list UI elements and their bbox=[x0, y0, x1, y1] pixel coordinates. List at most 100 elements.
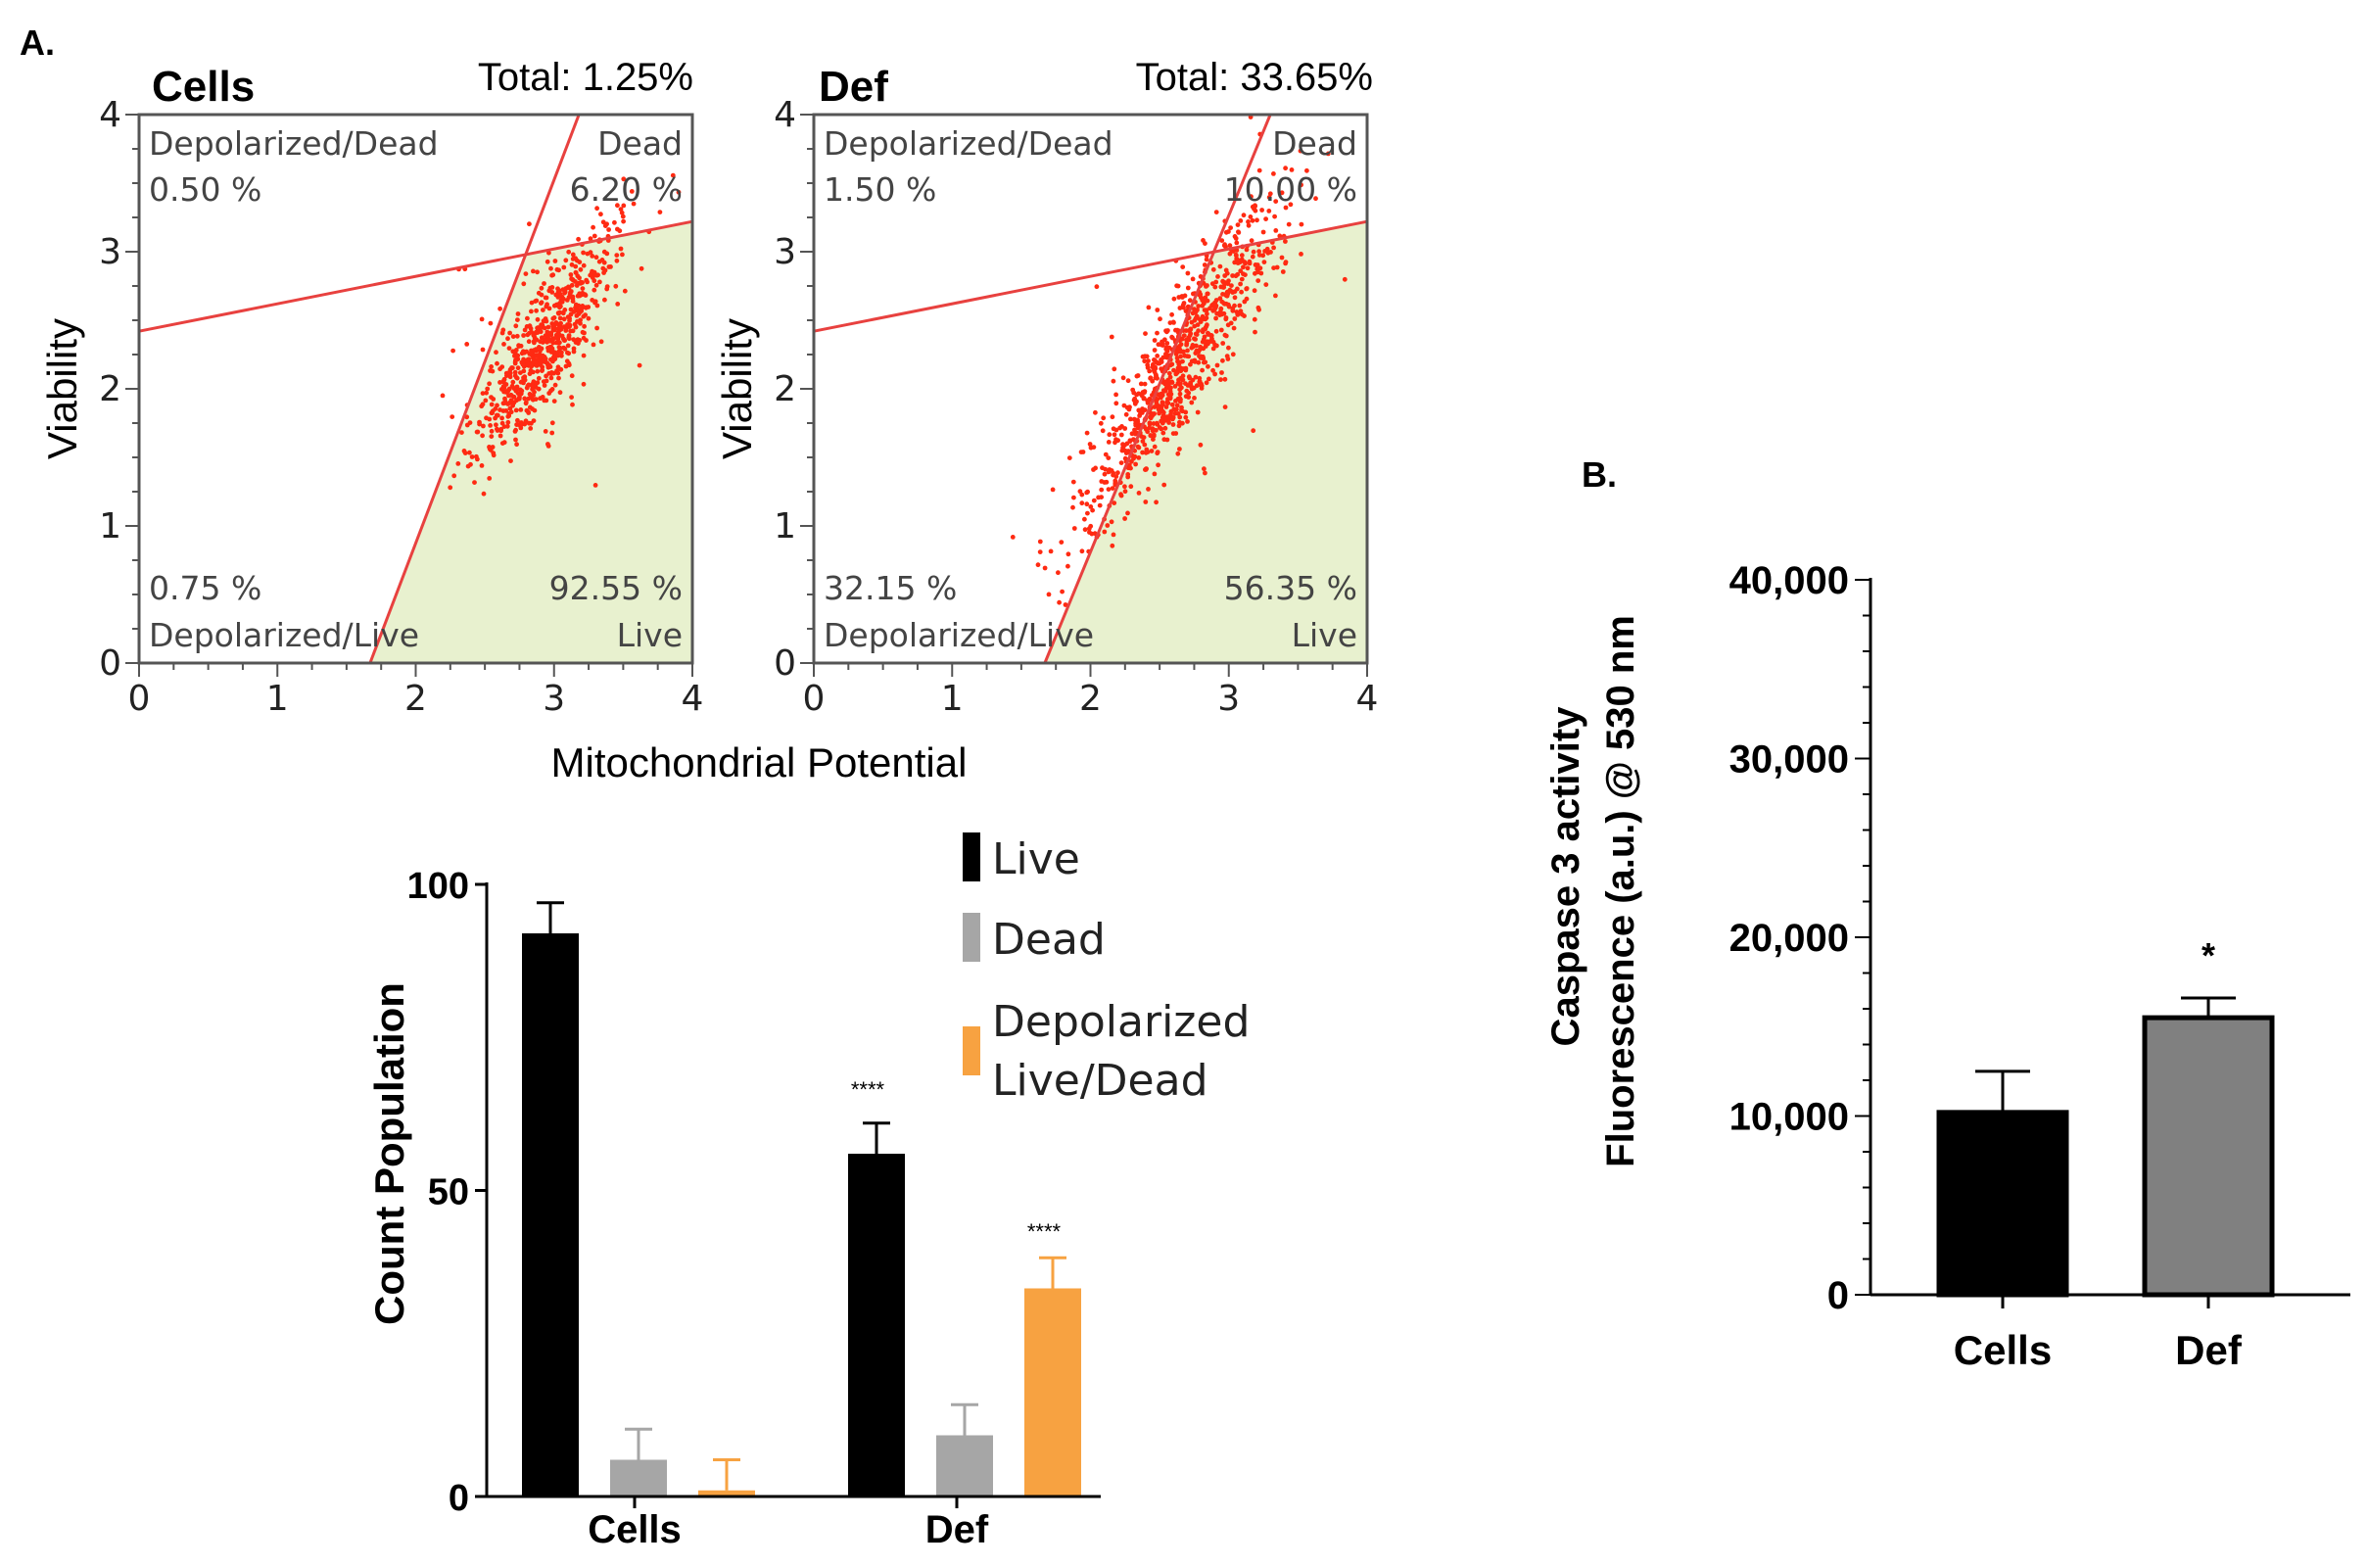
scatter-point bbox=[557, 315, 563, 321]
scatter-point bbox=[497, 380, 502, 385]
scatter-point bbox=[1186, 337, 1192, 343]
scatter-point bbox=[1063, 602, 1068, 607]
scatter-point bbox=[1183, 367, 1189, 373]
scatter-point bbox=[1048, 548, 1054, 554]
scatter-point bbox=[526, 339, 532, 345]
scatter-point bbox=[1145, 429, 1151, 435]
scatter-point bbox=[495, 426, 499, 432]
scatter-point bbox=[521, 333, 526, 338]
scatter-point bbox=[1280, 269, 1286, 274]
scatter-point bbox=[1180, 377, 1186, 383]
scatter-point bbox=[569, 395, 574, 400]
scatter-point bbox=[515, 317, 520, 322]
scatter-point bbox=[555, 310, 561, 315]
scatter-point bbox=[620, 214, 626, 219]
scatter-point bbox=[1189, 345, 1195, 351]
scatter-point bbox=[464, 342, 470, 347]
q-def-depol-dead-pct: 1.50 % bbox=[824, 170, 936, 209]
scatter-point bbox=[1299, 182, 1303, 188]
scatter-point bbox=[1238, 218, 1244, 223]
scatter-point bbox=[479, 463, 485, 468]
scatter-point bbox=[576, 236, 581, 242]
scatter-point bbox=[1157, 410, 1161, 416]
scatter-point bbox=[676, 189, 682, 195]
q-def-depol-dead-name: Depolarized/Dead bbox=[824, 124, 1113, 163]
q-def-depol-live-name: Depolarized/Live bbox=[824, 616, 1094, 654]
legend-label-live: Live bbox=[992, 834, 1080, 884]
scatter-point bbox=[1160, 430, 1166, 436]
scatter-point bbox=[1079, 500, 1085, 506]
scatter-point bbox=[1299, 221, 1304, 227]
q-cells-live-pct: 92.55 % bbox=[549, 569, 683, 607]
scatter-point bbox=[481, 423, 486, 429]
scatter-point bbox=[614, 258, 620, 263]
scatter-point bbox=[1239, 276, 1245, 282]
scatter-point bbox=[535, 368, 541, 374]
scatter-point bbox=[1177, 306, 1183, 310]
scatter-point bbox=[568, 289, 574, 294]
scatter-point bbox=[544, 373, 548, 379]
scatter-cells-title: Cells bbox=[152, 63, 255, 111]
scatter-point bbox=[1171, 367, 1176, 373]
scatter-point bbox=[1120, 442, 1125, 448]
scatter-point bbox=[1089, 531, 1095, 537]
scatter-point bbox=[566, 360, 572, 366]
count-population-xtick-def: Def bbox=[925, 1508, 989, 1551]
scatter-point bbox=[514, 442, 519, 448]
scatter-point bbox=[1156, 404, 1161, 408]
scatter-point bbox=[1283, 205, 1289, 211]
scatter-point bbox=[1190, 276, 1196, 282]
scatter-point bbox=[1136, 455, 1142, 460]
scatter-point bbox=[1193, 374, 1199, 380]
scatter-point bbox=[1241, 271, 1246, 277]
scatter-point bbox=[1169, 402, 1175, 407]
scatter-point bbox=[1223, 229, 1229, 235]
scatter-point bbox=[1242, 313, 1247, 318]
scatter-point bbox=[1255, 278, 1261, 283]
scatter-point bbox=[1263, 282, 1269, 287]
scatter-point bbox=[513, 427, 518, 433]
scatter-point bbox=[1100, 465, 1105, 471]
scatter-point bbox=[1138, 381, 1144, 387]
scatter-point bbox=[1283, 166, 1288, 171]
scatter-point bbox=[621, 203, 627, 209]
scatter-point bbox=[1160, 409, 1166, 415]
scatter-point bbox=[1210, 266, 1216, 272]
scatter-point bbox=[1252, 316, 1257, 322]
scatter-point bbox=[501, 389, 506, 395]
scatter-point bbox=[1134, 373, 1140, 379]
scatter-point bbox=[573, 324, 579, 330]
scatter-point bbox=[1088, 445, 1094, 451]
scatter-point bbox=[569, 282, 575, 288]
scatter-point bbox=[1065, 563, 1070, 569]
scatter-point bbox=[1196, 304, 1202, 309]
scatter-point bbox=[548, 388, 553, 394]
scatter-point bbox=[511, 400, 517, 405]
scatter-point bbox=[480, 433, 485, 439]
scatter-point bbox=[538, 349, 543, 354]
scatter-point bbox=[555, 364, 561, 370]
scatter-point bbox=[557, 288, 562, 294]
scatter-point bbox=[549, 420, 555, 426]
scatter-point bbox=[1079, 548, 1085, 554]
scatter-point bbox=[1283, 239, 1288, 244]
scatter-point bbox=[558, 320, 563, 326]
caspase-sig-def: * bbox=[2201, 935, 2215, 975]
scatter-point bbox=[552, 259, 558, 263]
scatter-point bbox=[502, 396, 507, 402]
scatter-point bbox=[509, 365, 514, 370]
scatter-point bbox=[1185, 270, 1191, 276]
scatter-point bbox=[1212, 305, 1217, 310]
scatter-point bbox=[1158, 316, 1162, 322]
scatter-point bbox=[568, 311, 574, 317]
scatter-point bbox=[583, 305, 589, 310]
scatter-point bbox=[1109, 519, 1114, 525]
legend-label-dead: Dead bbox=[992, 915, 1106, 965]
q-cells-depol-live-name: Depolarized/Live bbox=[149, 616, 419, 654]
scatter-point bbox=[498, 428, 503, 434]
scatter-point bbox=[601, 270, 606, 275]
scatter-point bbox=[467, 420, 473, 425]
scatter-point bbox=[1238, 309, 1244, 314]
scatter-point bbox=[1179, 407, 1184, 413]
scatter-point bbox=[459, 430, 464, 435]
